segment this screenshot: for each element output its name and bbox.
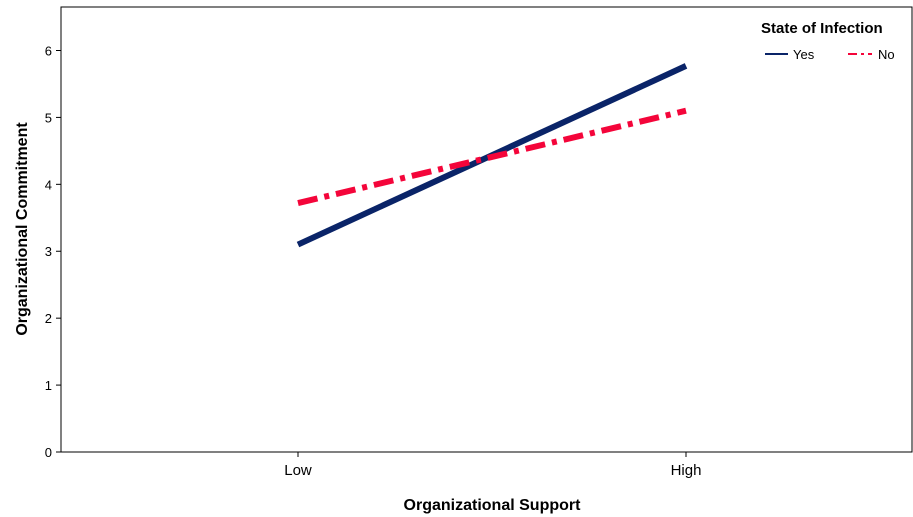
legend-items: Yes No: [765, 47, 895, 62]
y-tick-label: 4: [45, 177, 52, 192]
legend-title: State of Infection: [761, 20, 883, 37]
y-tick-label: 1: [45, 378, 52, 393]
series-lines: [296, 63, 688, 248]
y-tick-label: 3: [45, 244, 52, 259]
x-tick-label-high: High: [671, 462, 702, 479]
legend-item-no: No: [848, 47, 895, 62]
series-line-no: [297, 107, 687, 206]
y-tick-label: 6: [45, 43, 52, 58]
y-axis: 0 1 2 3 4 5 6: [45, 43, 61, 460]
legend-label: Yes: [793, 47, 815, 62]
legend-label: No: [878, 47, 895, 62]
x-axis: Low High: [284, 452, 701, 479]
x-axis-label: Organizational Support: [404, 497, 582, 514]
plot-area-frame: [60, 6, 913, 453]
y-tick-label: 5: [45, 110, 52, 125]
x-tick-label-low: Low: [284, 462, 312, 479]
y-tick-label: 0: [45, 445, 52, 460]
y-axis-label: Organizational Commitment: [14, 122, 31, 336]
legend-item-yes: Yes: [765, 47, 815, 62]
y-tick-label: 2: [45, 311, 52, 326]
legend: State of Infection Yes No: [761, 20, 895, 62]
